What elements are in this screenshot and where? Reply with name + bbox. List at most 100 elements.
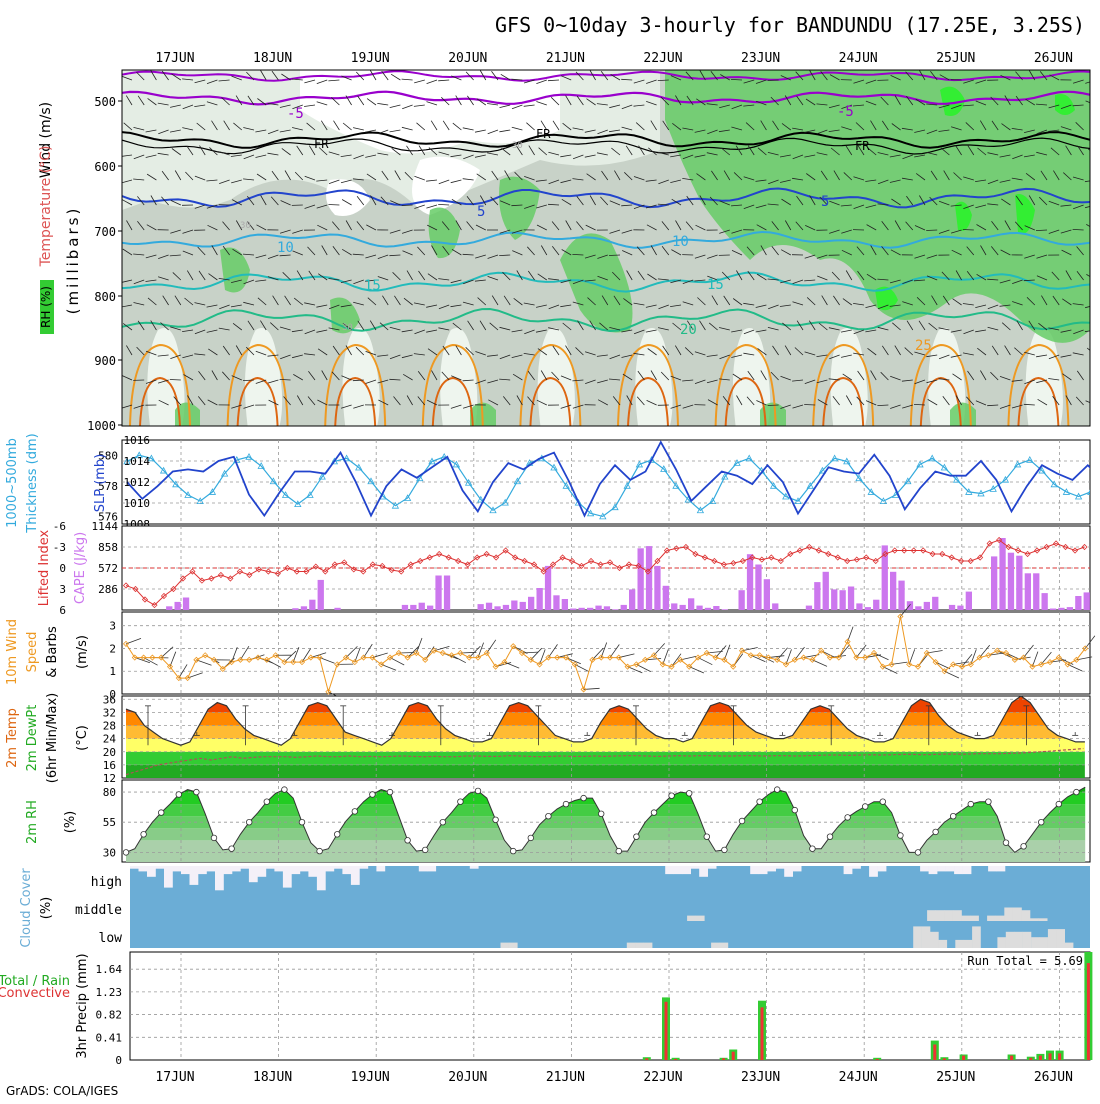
cape-bar [553, 595, 559, 610]
rh-point [563, 801, 569, 807]
li-tick-label: -6 [53, 520, 66, 533]
cape-bar [890, 572, 896, 610]
slp-tick-label: 1016 [124, 434, 151, 447]
rh-band [122, 840, 1090, 862]
rh-point [510, 848, 516, 854]
contour-label-20: 20 [680, 322, 697, 338]
cape-bar [663, 586, 669, 610]
rh-point [686, 791, 692, 797]
wind-tick-label: 3 [109, 620, 116, 633]
cloud-low-cell [635, 943, 644, 948]
precip-convective-bar [1058, 1053, 1061, 1060]
rh-point [299, 819, 305, 825]
precip-convective-bar [722, 1058, 725, 1060]
cloud-low-cell [509, 943, 518, 948]
contour-label-10-right: 10 [672, 234, 689, 250]
bottom-day-label: 18JUN [253, 1070, 292, 1085]
cape-bar [999, 538, 1005, 610]
cape-bar [705, 608, 711, 610]
cloud-high-cell [266, 866, 275, 869]
run-total: Run Total = 5.69 [967, 954, 1083, 968]
cape-bar [175, 602, 181, 610]
wind-ylabel-a: 10m Wind [5, 619, 20, 685]
rh-point [546, 813, 552, 819]
cloud-low-cell [922, 926, 931, 948]
cloud-high-cell [130, 866, 139, 869]
cloud-low-cell [711, 943, 720, 948]
rh-ylabel-a: 2m RH [25, 800, 40, 844]
bottom-day-label: 26JUN [1034, 1070, 1073, 1085]
cape-bar [739, 590, 745, 610]
bottom-day-label: 17JUN [155, 1070, 194, 1085]
top-day-label: 18JUN [253, 51, 292, 66]
cape-bar [1050, 609, 1056, 611]
cape-bar [671, 603, 677, 610]
contour-label-5: 5 [477, 204, 485, 220]
cloud-high-cell [291, 866, 300, 874]
cloud-high-cell [342, 866, 351, 874]
pressure-tick-label: 700 [94, 225, 116, 239]
cloud-low-cell [627, 943, 636, 948]
top-day-label: 24JUN [839, 51, 878, 66]
cloud-low-cell [501, 943, 510, 948]
cape-bar [924, 602, 930, 610]
cloud-high-cell [767, 866, 776, 871]
cloud-middle-cell [970, 916, 979, 921]
cloud-level-label: low [99, 931, 123, 946]
cape-tick-label: 1144 [92, 520, 119, 533]
rh-point [370, 792, 376, 798]
temp-ylabel-c: (6hr Min/Max) [45, 693, 60, 783]
precip-convective-bar [1039, 1056, 1042, 1060]
cloud-low-cell [1031, 937, 1040, 948]
precip-tick-label: 1.23 [96, 986, 123, 999]
precip-panel: 1.641.230.820.410 Run Total = 5.69 [96, 952, 1093, 1067]
rh-point [722, 847, 728, 853]
contour-label-10: 10 [277, 240, 294, 256]
rh-point [405, 838, 411, 844]
cloud-high-cell [878, 866, 887, 871]
wind-barb [1090, 246, 1096, 256]
precip-ylabel-c: 3hr Precip (mm) [75, 953, 90, 1058]
rh-point [1021, 844, 1027, 850]
cloud-high-cell [198, 866, 207, 874]
cape-bar [629, 589, 635, 610]
cape-bar [1075, 596, 1081, 610]
rh-point [317, 848, 323, 854]
contour-label-15-right: 15 [707, 277, 724, 293]
rh-point [634, 834, 640, 840]
cloud-middle-cell [1004, 908, 1013, 922]
cloud-middle-cell [1013, 908, 1022, 922]
cloud-high-cell [240, 866, 249, 869]
cape-bar [806, 606, 812, 610]
cape-bar [966, 592, 972, 610]
cloud-low-cell [1048, 929, 1057, 948]
cape-bar [915, 606, 921, 610]
cloud-high-cell [224, 866, 233, 874]
cape-bar [772, 603, 778, 610]
pressure-tick-label: 1000 [87, 419, 116, 433]
cloud-middle-cell [944, 910, 953, 921]
wind-barb [768, 80, 779, 81]
cloud-level-label: middle [75, 903, 122, 918]
cloud-high-cell [308, 866, 317, 877]
cape-ylabel-li: Lifted Index [37, 529, 52, 606]
cloud-ylabel-unit: (%) [39, 897, 54, 920]
cloud-low-cell [972, 926, 981, 948]
contour-label-fr-2: FR [536, 127, 551, 141]
cape-bar [814, 582, 820, 610]
cape-tick-label: 858 [98, 541, 118, 554]
cape-bar [545, 566, 551, 610]
cloud-high-cell [173, 866, 182, 871]
cape-bar [823, 572, 829, 610]
cape-bar [949, 605, 955, 610]
cape-bar [991, 556, 997, 610]
slp-ylabel-thickness-unit: Thickness (dm) [25, 433, 40, 533]
temp-tick-label: 24 [103, 733, 117, 746]
temp-tick-label: 12 [103, 772, 116, 785]
cloud-high-cell [470, 866, 479, 869]
cape-ylabel-cape: CAPE (J/kg) [73, 532, 88, 604]
rh-point [176, 792, 182, 798]
precip-convective-bar [645, 1058, 648, 1060]
rh-label-30-c: 30 [342, 323, 353, 333]
